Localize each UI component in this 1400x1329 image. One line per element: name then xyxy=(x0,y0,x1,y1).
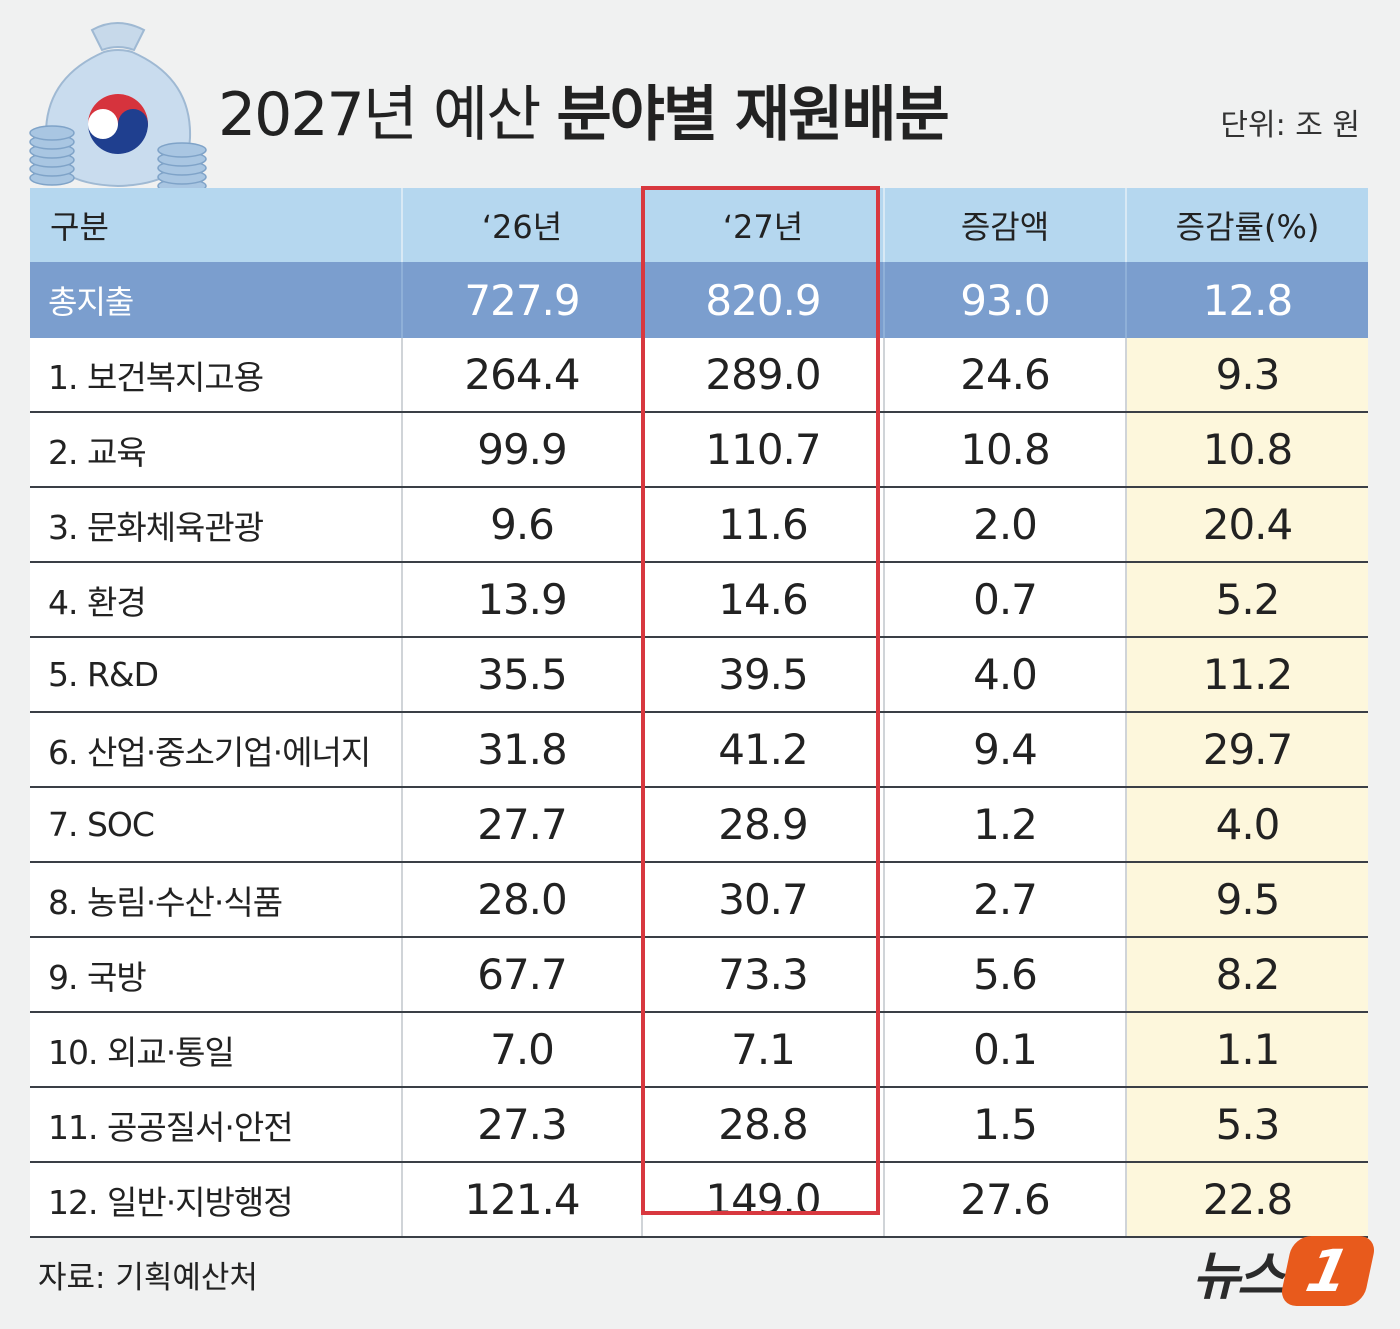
cell-change-amount: 93.0 xyxy=(883,262,1126,338)
table-row: 1. 보건복지고용 264.4 289.0 24.6 9.3 xyxy=(30,338,1368,413)
column-header-2027: ‘27년 xyxy=(641,188,884,262)
source-note: 자료: 기획예산처 xyxy=(38,1260,258,1296)
cell-value-2027: 820.9 xyxy=(641,262,884,338)
cell-change-rate: 9.5 xyxy=(1125,862,1368,938)
cell-value-2027: 28.8 xyxy=(641,1087,884,1163)
page-title: 2027년 예산 분야별 재원배분 xyxy=(218,66,950,153)
cell-value-2027: 41.2 xyxy=(641,712,884,788)
cell-category: 10. 외교·통일 xyxy=(30,1012,402,1088)
cell-value-2027: 149.0 xyxy=(641,1162,884,1238)
table-row: 2. 교육 99.9 110.7 10.8 10.8 xyxy=(30,412,1368,488)
cell-change-rate: 5.2 xyxy=(1125,562,1368,638)
cell-category: 12. 일반·지방행정 xyxy=(30,1162,402,1238)
cell-value-2027: 289.0 xyxy=(641,338,884,413)
cell-category: 6. 산업·중소기업·에너지 xyxy=(30,712,402,788)
cell-value-2026: 35.5 xyxy=(401,637,642,713)
column-header-change-rate: 증감률(%) xyxy=(1125,188,1368,262)
cell-value-2026: 121.4 xyxy=(401,1162,642,1238)
cell-value-2027: 39.5 xyxy=(641,637,884,713)
cell-change-rate: 4.0 xyxy=(1125,787,1368,863)
cell-change-amount: 1.5 xyxy=(883,1087,1126,1163)
cell-category: 2. 교육 xyxy=(30,412,402,488)
cell-change-amount: 2.7 xyxy=(883,862,1126,938)
cell-change-rate: 29.7 xyxy=(1125,712,1368,788)
cell-value-2026: 727.9 xyxy=(401,262,642,338)
logo-mark: 1 xyxy=(1278,1236,1378,1306)
budget-table: 구분 ‘26년 ‘27년 증감액 증감률(%) 총지출 727.9 820.9 93.… xyxy=(30,188,1368,1238)
cell-category: 총지출 xyxy=(30,262,402,338)
cell-change-amount: 1.2 xyxy=(883,787,1126,863)
table-row: 10. 외교·통일 7.0 7.1 0.1 1.1 xyxy=(30,1012,1368,1088)
cell-change-amount: 2.0 xyxy=(883,487,1126,563)
cell-change-rate: 20.4 xyxy=(1125,487,1368,563)
table-row: 9. 국방 67.7 73.3 5.6 8.2 xyxy=(30,937,1368,1013)
cell-change-amount: 24.6 xyxy=(883,338,1126,413)
cell-value-2026: 27.7 xyxy=(401,787,642,863)
cell-change-amount: 9.4 xyxy=(883,712,1126,788)
cell-change-amount: 0.7 xyxy=(883,562,1126,638)
cell-change-rate: 8.2 xyxy=(1125,937,1368,1013)
table-row: 5. R&D 35.5 39.5 4.0 11.2 xyxy=(30,637,1368,713)
cell-category: 9. 국방 xyxy=(30,937,402,1013)
cell-change-amount: 27.6 xyxy=(883,1162,1126,1238)
logo-text: 뉴스 xyxy=(1192,1246,1285,1307)
cell-value-2026: 31.8 xyxy=(401,712,642,788)
unit-label: 단위: 조 원 xyxy=(1220,108,1360,143)
cell-value-2026: 264.4 xyxy=(401,338,642,413)
cell-category: 4. 환경 xyxy=(30,562,402,638)
cell-change-rate: 1.1 xyxy=(1125,1012,1368,1088)
cell-change-amount: 10.8 xyxy=(883,412,1126,488)
cell-value-2027: 14.6 xyxy=(641,562,884,638)
table-row: 3. 문화체육관광 9.6 11.6 2.0 20.4 xyxy=(30,487,1368,563)
cell-value-2027: 7.1 xyxy=(641,1012,884,1088)
cell-value-2027: 30.7 xyxy=(641,862,884,938)
money-bag-icon xyxy=(29,22,207,194)
news1-logo: 뉴스 1 xyxy=(1192,1232,1378,1310)
table-row: 6. 산업·중소기업·에너지 31.8 41.2 9.4 29.7 xyxy=(30,712,1368,788)
cell-change-amount: 4.0 xyxy=(883,637,1126,713)
cell-change-amount: 5.6 xyxy=(883,937,1126,1013)
column-header-2026: ‘26년 xyxy=(401,188,642,262)
cell-category: 1. 보건복지고용 xyxy=(30,338,402,413)
cell-change-rate: 12.8 xyxy=(1125,262,1368,338)
table-row: 11. 공공질서·안전 27.3 28.8 1.5 5.3 xyxy=(30,1087,1368,1163)
cell-change-rate: 10.8 xyxy=(1125,412,1368,488)
cell-value-2027: 110.7 xyxy=(641,412,884,488)
cell-value-2027: 28.9 xyxy=(641,787,884,863)
cell-value-2026: 28.0 xyxy=(401,862,642,938)
cell-value-2026: 7.0 xyxy=(401,1012,642,1088)
cell-change-rate: 5.3 xyxy=(1125,1087,1368,1163)
cell-value-2026: 27.3 xyxy=(401,1087,642,1163)
cell-value-2026: 13.9 xyxy=(401,562,642,638)
cell-change-rate: 22.8 xyxy=(1125,1162,1368,1238)
table-row: 12. 일반·지방행정 121.4 149.0 27.6 22.8 xyxy=(30,1162,1368,1238)
cell-value-2027: 73.3 xyxy=(641,937,884,1013)
cell-change-rate: 9.3 xyxy=(1125,338,1368,413)
cell-value-2026: 9.6 xyxy=(401,487,642,563)
cell-category: 11. 공공질서·안전 xyxy=(30,1087,402,1163)
cell-change-amount: 0.1 xyxy=(883,1012,1126,1088)
cell-category: 8. 농림·수산·식품 xyxy=(30,862,402,938)
cell-value-2026: 67.7 xyxy=(401,937,642,1013)
cell-value-2027: 11.6 xyxy=(641,487,884,563)
table-row: 7. SOC 27.7 28.9 1.2 4.0 xyxy=(30,787,1368,863)
cell-category: 5. R&D xyxy=(30,637,402,713)
total-row: 총지출 727.9 820.9 93.0 12.8 xyxy=(30,262,1368,338)
table-row: 4. 환경 13.9 14.6 0.7 5.2 xyxy=(30,562,1368,638)
column-header-change-amount: 증감액 xyxy=(883,188,1126,262)
title-regular: 2027년 예산 xyxy=(218,80,557,150)
table-row: 8. 농림·수산·식품 28.0 30.7 2.7 9.5 xyxy=(30,862,1368,938)
cell-change-rate: 11.2 xyxy=(1125,637,1368,713)
cell-value-2026: 99.9 xyxy=(401,412,642,488)
cell-category: 7. SOC xyxy=(30,787,402,863)
table-header-row: 구분 ‘26년 ‘27년 증감액 증감률(%) xyxy=(30,188,1368,262)
cell-category: 3. 문화체육관광 xyxy=(30,487,402,563)
title-bold: 분야별 재원배분 xyxy=(556,80,949,150)
column-header-category: 구분 xyxy=(30,188,402,262)
